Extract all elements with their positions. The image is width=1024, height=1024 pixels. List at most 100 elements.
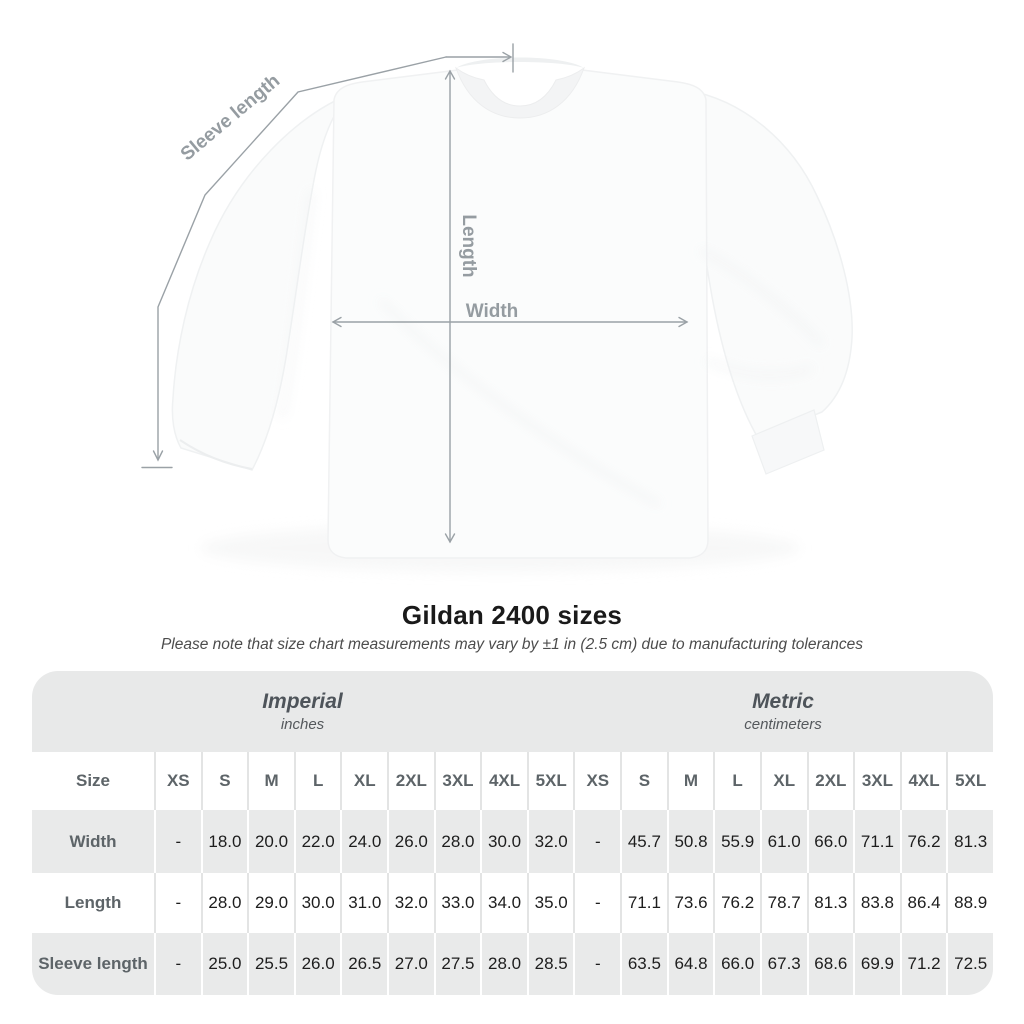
metric-value: 76.2 <box>713 873 760 933</box>
metric-value: 78.7 <box>759 873 807 933</box>
metric-value: 86.4 <box>899 873 947 933</box>
size-header: M <box>247 752 294 810</box>
metric-value: 45.7 <box>620 810 667 873</box>
sleeve-length-label: Sleeve length <box>177 70 284 165</box>
sleeve-length-measure-line <box>141 43 514 469</box>
shirt-back-collar <box>456 57 584 68</box>
imperial-value: 30.0 <box>293 873 341 933</box>
imperial-value: 27.0 <box>387 933 434 995</box>
imperial-value: 28.0 <box>200 873 248 933</box>
metric-value: 88.9 <box>946 873 993 933</box>
measurement-row: Width -18.0 20.0 22.0 24.0 26.0 28.0 30.0 32.0-4… <box>32 810 993 873</box>
metric-value: 71.1 <box>620 873 667 933</box>
size-table: Imperial inches Metric centimeters Size X… <box>32 671 993 995</box>
size-header: 3XL <box>853 752 900 810</box>
row-label: Width <box>69 831 117 851</box>
shirt-collar <box>454 66 586 119</box>
metric-value: 71.2 <box>899 933 947 995</box>
metric-value: 81.3 <box>806 873 854 933</box>
metric-value: - <box>573 933 620 995</box>
metric-value: 83.8 <box>853 873 900 933</box>
size-header: 2XL <box>806 752 854 810</box>
size-header: 3XL <box>433 752 481 810</box>
shirt-image <box>171 57 853 572</box>
imperial-value: 31.0 <box>340 873 387 933</box>
metric-value: 81.3 <box>946 810 993 873</box>
size-header: 4XL <box>480 752 527 810</box>
imperial-value: 28.5 <box>526 933 574 995</box>
imperial-value: 25.5 <box>247 933 294 995</box>
metric-value: 67.3 <box>759 933 807 995</box>
imperial-value: 32.0 <box>526 810 574 873</box>
row-label: Length <box>64 893 122 912</box>
shirt-right-cuff <box>751 409 825 475</box>
metric-value: 71.1 <box>853 810 900 873</box>
imperial-value: 33.0 <box>433 873 481 933</box>
size-header: 4XL <box>899 752 947 810</box>
unit-header-band: Imperial inches Metric centimeters <box>32 671 993 752</box>
metric-value: 66.0 <box>713 933 760 995</box>
imperial-value: 28.0 <box>433 810 481 873</box>
metric-value: 50.8 <box>666 810 714 873</box>
size-table-grid: Size XS S M L XL 2XL 3XL 4XL 5XL XS S M L XL 2XL 3XL 4XL 5… <box>32 752 993 995</box>
shirt-fold-shading <box>280 189 824 507</box>
size-header: S <box>620 752 667 810</box>
metric-value: - <box>573 810 620 873</box>
size-header: L <box>293 752 341 810</box>
size-header: 5XL <box>946 752 993 810</box>
metric-value: 63.5 <box>620 933 667 995</box>
metric-value: 73.6 <box>666 873 714 933</box>
metric-value: 69.9 <box>853 933 900 995</box>
page-title: Gildan 2400 sizes <box>401 600 623 630</box>
shirt-left-cuff <box>179 439 253 470</box>
size-header: L <box>713 752 760 810</box>
size-header: XL <box>759 752 807 810</box>
imperial-value: 26.0 <box>387 810 434 873</box>
length-measure-line <box>444 69 456 544</box>
shirt-measurement-diagram: Sleeve length Length Width <box>141 43 853 572</box>
measurement-row: Length -28.0 29.0 30.0 31.0 32.0 33.0 34.0 35.0-… <box>32 873 993 933</box>
imperial-value: 30.0 <box>480 810 527 873</box>
imperial-value: 28.0 <box>480 933 527 995</box>
metric-value: 76.2 <box>899 810 947 873</box>
measurement-row: Sleeve length -25.0 25.5 26.0 26.5 27.0 27.5 28… <box>32 933 993 995</box>
size-column-header: Size <box>75 771 111 790</box>
imperial-value: - <box>154 873 201 933</box>
metric-value: 64.8 <box>666 933 714 995</box>
size-header: 5XL <box>526 752 574 810</box>
imperial-value: - <box>154 933 201 995</box>
metric-title: Metric <box>752 690 814 713</box>
imperial-value: 20.0 <box>247 810 294 873</box>
imperial-value: 26.5 <box>340 933 387 995</box>
metric-unit: centimeters <box>744 716 822 733</box>
metric-header: Metric centimeters <box>573 671 993 752</box>
size-header: XL <box>340 752 387 810</box>
imperial-title: Imperial <box>262 690 343 713</box>
metric-value: 61.0 <box>759 810 807 873</box>
metric-value: 66.0 <box>806 810 854 873</box>
imperial-value: 32.0 <box>387 873 434 933</box>
imperial-value: 18.0 <box>200 810 248 873</box>
width-measure-line <box>331 316 689 328</box>
imperial-value: 25.0 <box>200 933 248 995</box>
metric-value: - <box>573 873 620 933</box>
imperial-header: Imperial inches <box>32 671 573 752</box>
size-header: M <box>666 752 714 810</box>
metric-value: 68.6 <box>806 933 854 995</box>
imperial-unit: inches <box>280 716 325 733</box>
imperial-value: 29.0 <box>247 873 294 933</box>
imperial-value: - <box>154 810 201 873</box>
size-header: XS <box>573 752 620 810</box>
imperial-value: 34.0 <box>480 873 527 933</box>
metric-value: 55.9 <box>713 810 760 873</box>
imperial-value: 24.0 <box>340 810 387 873</box>
imperial-value: 35.0 <box>526 873 574 933</box>
size-header: 2XL <box>387 752 434 810</box>
imperial-value: 22.0 <box>293 810 341 873</box>
imperial-value: 26.0 <box>293 933 341 995</box>
page-subtitle: Please note that size chart measurements… <box>160 636 864 653</box>
metric-value: 72.5 <box>946 933 993 995</box>
length-label: Length <box>458 214 479 277</box>
size-header-row: Size XS S M L XL 2XL 3XL 4XL 5XL XS S M L XL 2XL 3XL 4XL 5… <box>32 752 993 810</box>
